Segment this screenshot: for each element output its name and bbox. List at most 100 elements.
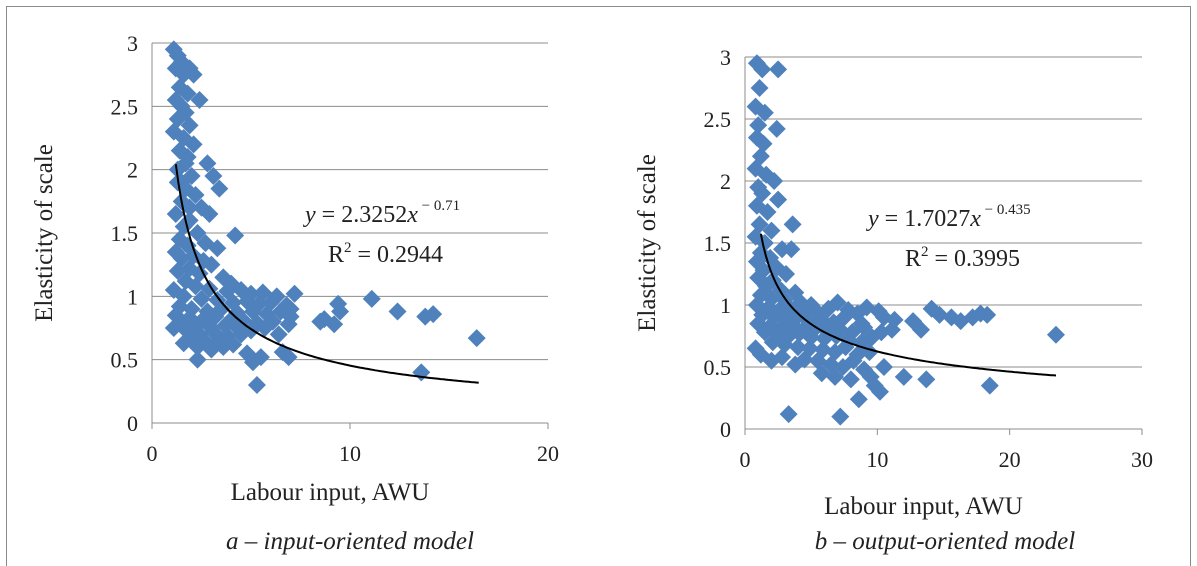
data-point: [166, 205, 185, 223]
data-point: [249, 294, 268, 313]
data-point: [978, 305, 997, 324]
data-point: [178, 84, 197, 103]
trendline-equation: y = 2.3252x − 0.71: [303, 198, 460, 228]
data-point: [180, 116, 199, 135]
data-point: [754, 134, 773, 153]
data-point: [750, 79, 769, 97]
x-tick-label: 20: [537, 441, 559, 466]
data-point: [747, 54, 766, 73]
data-point: [186, 277, 205, 296]
data-point: [214, 338, 233, 356]
data-point: [773, 240, 792, 259]
data-point: [188, 338, 207, 356]
data-point: [210, 179, 229, 198]
data-point: [758, 203, 777, 221]
y-tick-label: 2.5: [111, 94, 139, 119]
data-point: [238, 344, 257, 363]
y-tick-label: 1.5: [704, 231, 732, 256]
data-point: [208, 239, 227, 258]
y-axis-title: Elasticity of scale: [31, 144, 58, 322]
data-point: [857, 298, 876, 317]
data-point: [232, 325, 251, 344]
data-point: [812, 364, 831, 383]
x-tick-label: 0: [147, 441, 158, 466]
y-tick-label: 0: [127, 411, 138, 436]
data-point: [424, 305, 443, 324]
data-point: [806, 319, 825, 338]
data-point: [362, 289, 381, 308]
data-point: [930, 305, 949, 324]
data-point: [751, 243, 770, 262]
data-point: [786, 355, 805, 374]
x-tick-label: 20: [999, 447, 1021, 472]
y-tick-label: 3: [720, 45, 731, 70]
figure-frame: [6, 6, 1191, 566]
x-tick-label: 10: [866, 447, 888, 472]
data-point: [269, 325, 288, 344]
y-tick-label: 0.5: [704, 355, 732, 380]
data-point: [279, 315, 298, 334]
data-point: [870, 382, 889, 401]
data-point: [753, 60, 772, 79]
data-point: [180, 198, 199, 217]
data-point: [184, 135, 203, 154]
data-point: [200, 205, 219, 223]
data-point: [325, 315, 344, 334]
x-axis-title: Labour input, AWU: [824, 493, 1023, 520]
data-point: [860, 343, 879, 362]
y-tick-label: 0: [720, 417, 731, 442]
y-tick-label: 2: [720, 169, 731, 194]
x-tick-label: 30: [1131, 447, 1153, 472]
data-point: [755, 103, 774, 122]
data-point: [800, 339, 819, 358]
chart-panel-a: 0 0.5 1 1.5 2 2.5 3 0 10 20 Labour input, AWU Elast…: [0, 0, 590, 560]
y-tick-label: 2.5: [704, 107, 732, 132]
data-point: [204, 167, 223, 185]
y-tick-label: 1: [720, 293, 731, 318]
data-point: [749, 116, 768, 135]
data-point: [765, 172, 784, 190]
data-point: [795, 350, 814, 369]
data-point: [747, 296, 766, 314]
data-point: [285, 284, 304, 303]
data-point: [311, 312, 330, 331]
data-point: [802, 328, 821, 347]
data-point: [779, 405, 798, 424]
x-tick-label: 0: [740, 447, 751, 472]
data-point: [202, 340, 221, 359]
data-point: [467, 329, 486, 348]
data-point: [912, 320, 931, 339]
data-point: [331, 302, 350, 321]
data-point: [769, 190, 788, 209]
data-point: [762, 351, 781, 370]
data-point: [783, 215, 802, 234]
y-tick-label: 1.5: [111, 221, 139, 246]
data-point: [188, 350, 207, 369]
data-point: [176, 154, 195, 173]
chart-panel-b: 0 0.5 1 1.5 2 2.5 3 0 10 20 30 Labour input, AWU Ela…: [600, 0, 1197, 560]
y-tick-label: 2: [127, 158, 138, 183]
data-point: [836, 338, 855, 357]
y-tick-label: 1: [127, 284, 138, 309]
trendline: [759, 233, 1057, 377]
data-point: [755, 234, 774, 252]
data-point: [825, 367, 844, 386]
r-squared-label: R2 = 0.3995: [905, 244, 1020, 272]
data-point: [777, 265, 796, 283]
data-point: [184, 65, 203, 84]
data-point: [786, 283, 805, 302]
data-point: [168, 262, 187, 280]
data-point: [226, 226, 245, 245]
data-point: [412, 363, 431, 382]
data-point: [750, 215, 769, 234]
x-axis-title: Labour input, AWU: [231, 479, 430, 506]
data-point: [815, 329, 834, 348]
x-tick-label: 10: [339, 441, 361, 466]
data-point: [238, 292, 257, 311]
data-point: [782, 240, 801, 259]
y-tick-label: 3: [127, 31, 138, 56]
data-point: [775, 335, 794, 354]
data-point: [188, 224, 207, 242]
caption-a: a – input-oriented model: [226, 528, 474, 555]
data-point: [174, 334, 193, 353]
